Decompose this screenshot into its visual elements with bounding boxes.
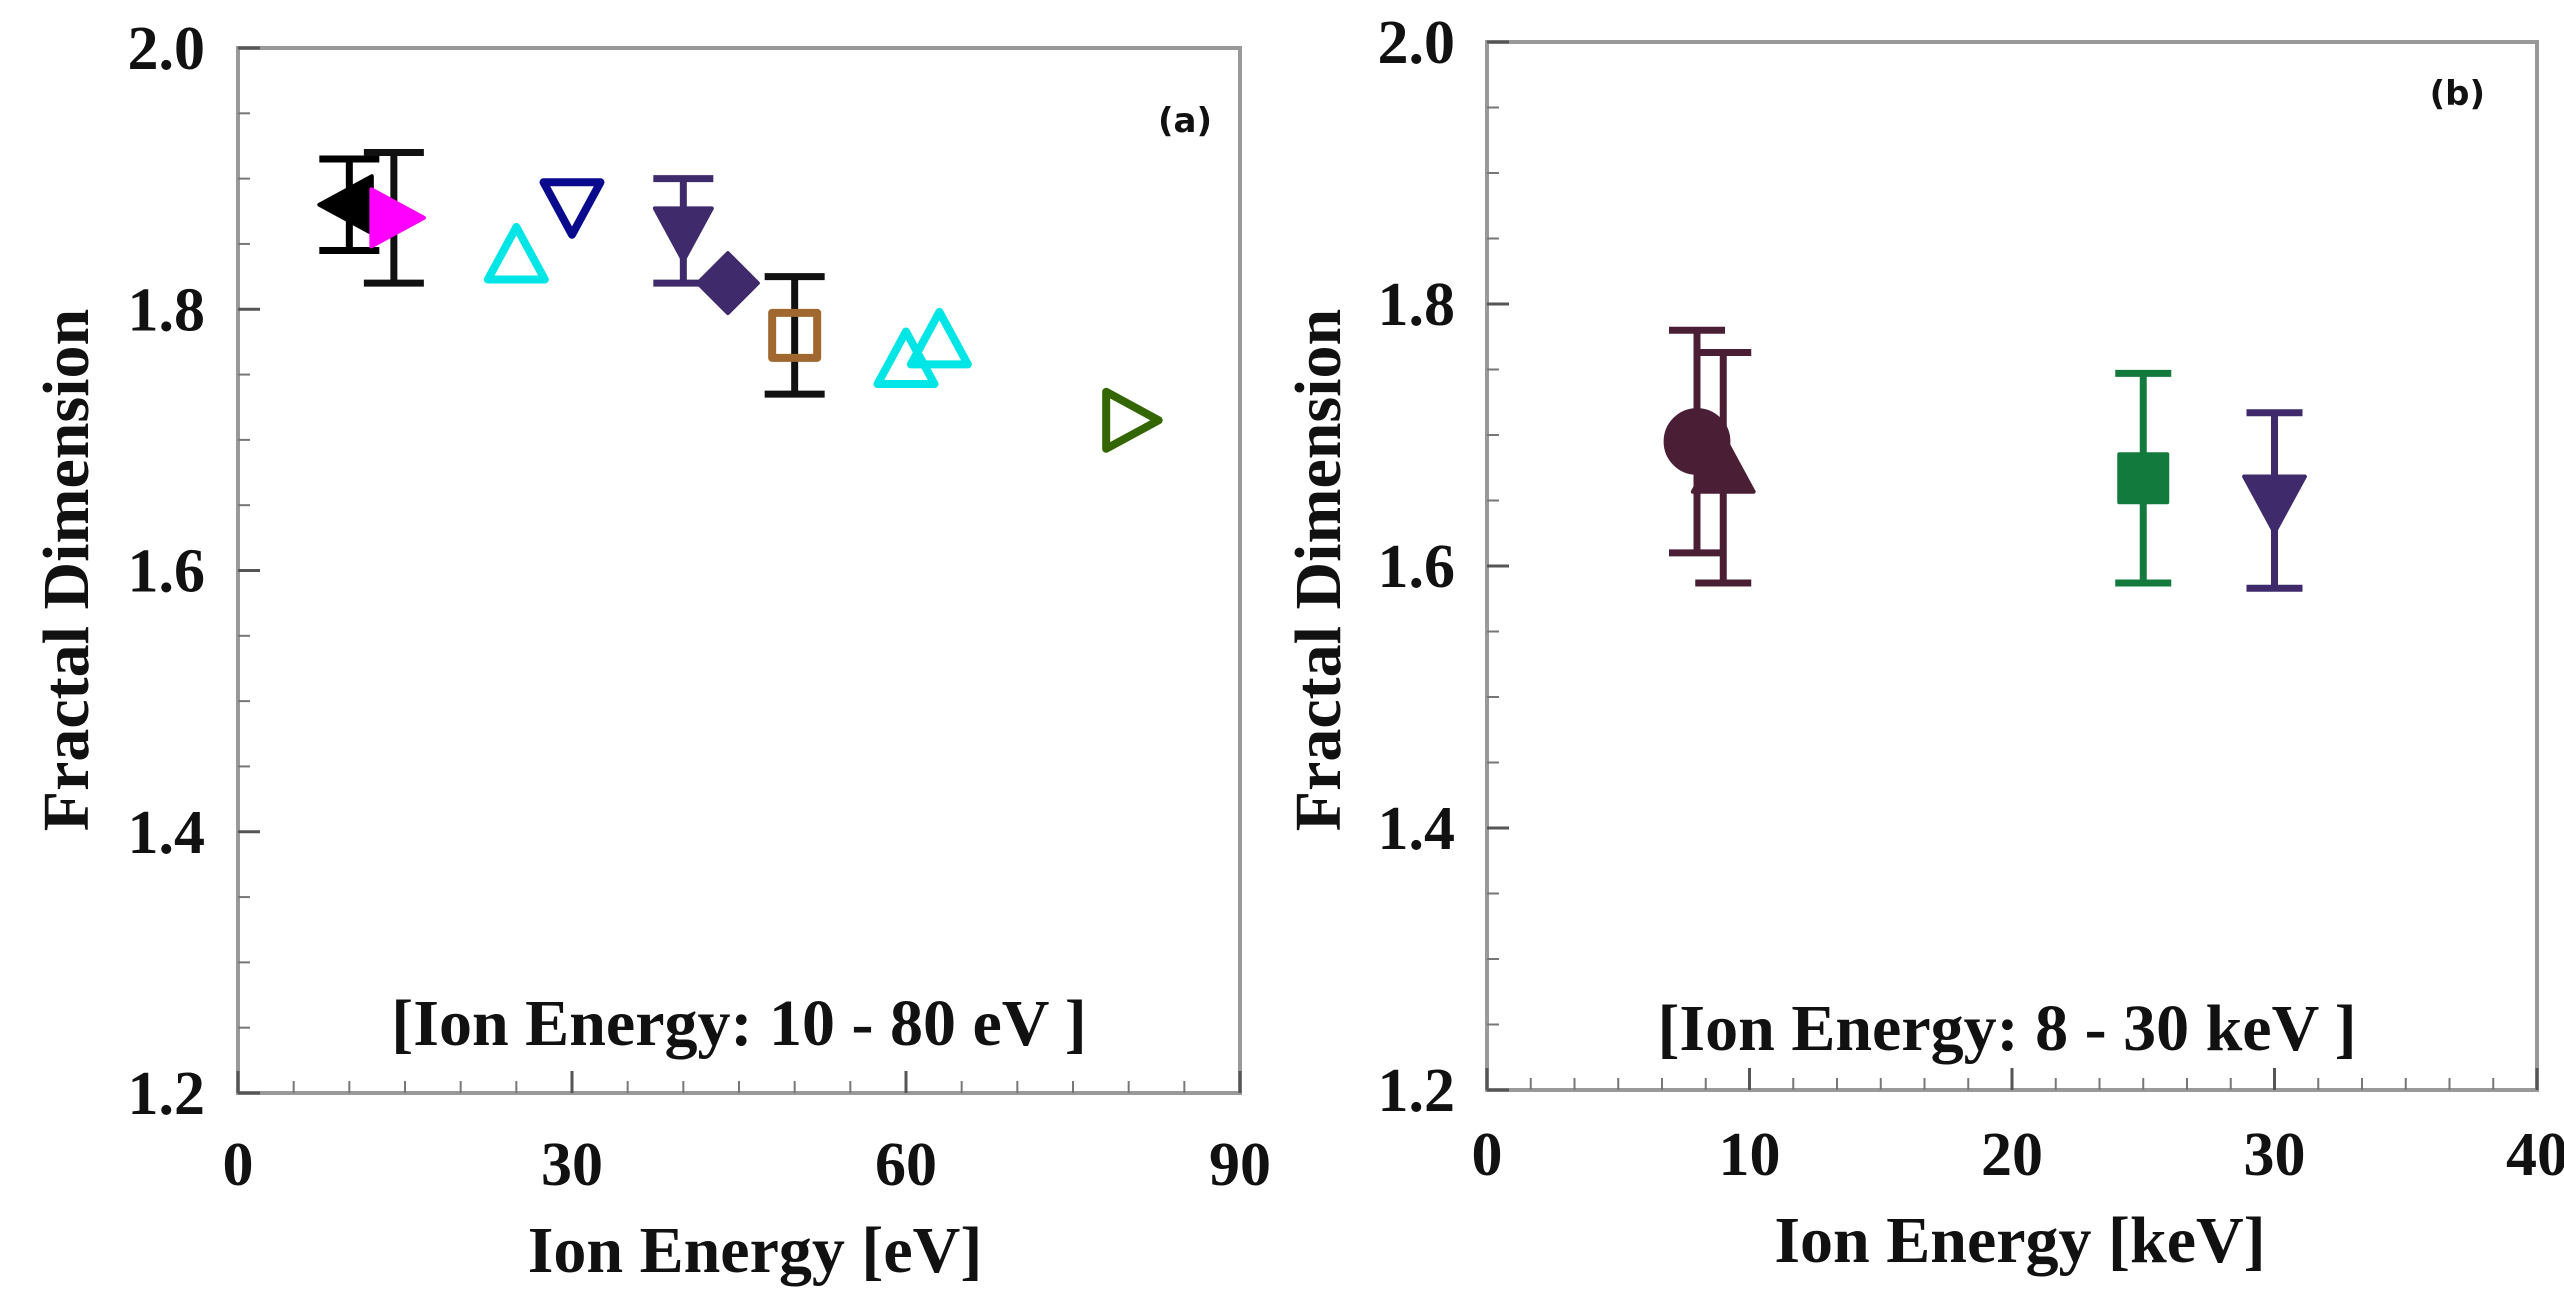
data-point-triangle-up (1690, 433, 1756, 494)
x-tick-label: 60 (875, 1131, 937, 1199)
panel-b-tag: (b) (2430, 74, 2485, 114)
data-point-triangle-down (652, 206, 714, 263)
y-tick-label: 1.6 (1378, 533, 1456, 601)
x-tick-label: 30 (2244, 1121, 2306, 1189)
data-point-triangle-up (873, 327, 939, 388)
panel-b-marks (1663, 326, 2307, 592)
data-point-square (2117, 452, 2170, 505)
y-tick-label: 1.4 (1378, 795, 1456, 863)
x-tick-label: 20 (1981, 1121, 2043, 1189)
x-tick-label: 30 (541, 1131, 603, 1199)
x-tick-label: 90 (1209, 1131, 1271, 1199)
x-tick-label: 40 (2506, 1121, 2564, 1189)
panel-a-x-axis-title: Ion Energy [eV] (528, 1214, 983, 1287)
y-tick-label: 1.2 (128, 1060, 206, 1128)
data-point-triangle-down (539, 178, 605, 239)
y-tick-label: 1.8 (1378, 271, 1456, 339)
panel-a-y-axis-title: Fractal Dimension (30, 309, 103, 831)
data-point-triangle-up (483, 223, 549, 284)
panel-b-annotation: [Ion Energy: 8 - 30 keV ] (1657, 992, 2356, 1065)
x-tick-label: 0 (223, 1131, 254, 1199)
y-tick-label: 2.0 (1378, 9, 1456, 77)
y-tick-label: 1.2 (1378, 1057, 1456, 1125)
data-point-diamond (695, 251, 760, 316)
x-tick-label: 10 (1719, 1121, 1781, 1189)
panel-b-plot-frame (1485, 40, 2539, 1092)
panel-b: 1.2 1.4 1.6 1.8 2.0 0 10 20 30 40 (b) [Ion Energy… (1282, 9, 2564, 1277)
y-tick-label: 1.4 (128, 799, 206, 867)
panel-b-y-axis-title: Fractal Dimension (1282, 309, 1355, 831)
panel-b-x-axis-title: Ion Energy [keV] (1774, 1204, 2265, 1277)
panel-b-ticks: 1.2 1.4 1.6 1.8 2.0 0 10 20 30 40 (1378, 9, 2564, 1189)
data-point-triangle-right (369, 187, 426, 249)
panel-a-ticks: 1.2 1.4 1.6 1.8 2.0 0 30 60 90 (128, 15, 1272, 1199)
y-tick-label: 1.6 (128, 538, 206, 606)
panel-a-marks (317, 149, 1163, 453)
x-tick-label: 0 (1472, 1121, 1503, 1189)
panel-a: 1.2 1.4 1.6 1.8 2.0 0 30 60 90 (a) [Ion Energy: … (30, 15, 1271, 1287)
data-point-triangle-up (906, 307, 972, 369)
data-point-square (768, 308, 822, 362)
panel-a-tag: (a) (1158, 101, 1212, 141)
data-point-triangle-right (1102, 387, 1163, 453)
y-tick-label: 1.8 (128, 276, 206, 344)
y-tick-label: 2.0 (128, 15, 206, 83)
panel-a-annotation: [Ion Energy: 10 - 80 eV ] (391, 987, 1086, 1060)
data-point-triangle-left (317, 174, 374, 236)
data-point-triangle-down (2242, 474, 2307, 535)
